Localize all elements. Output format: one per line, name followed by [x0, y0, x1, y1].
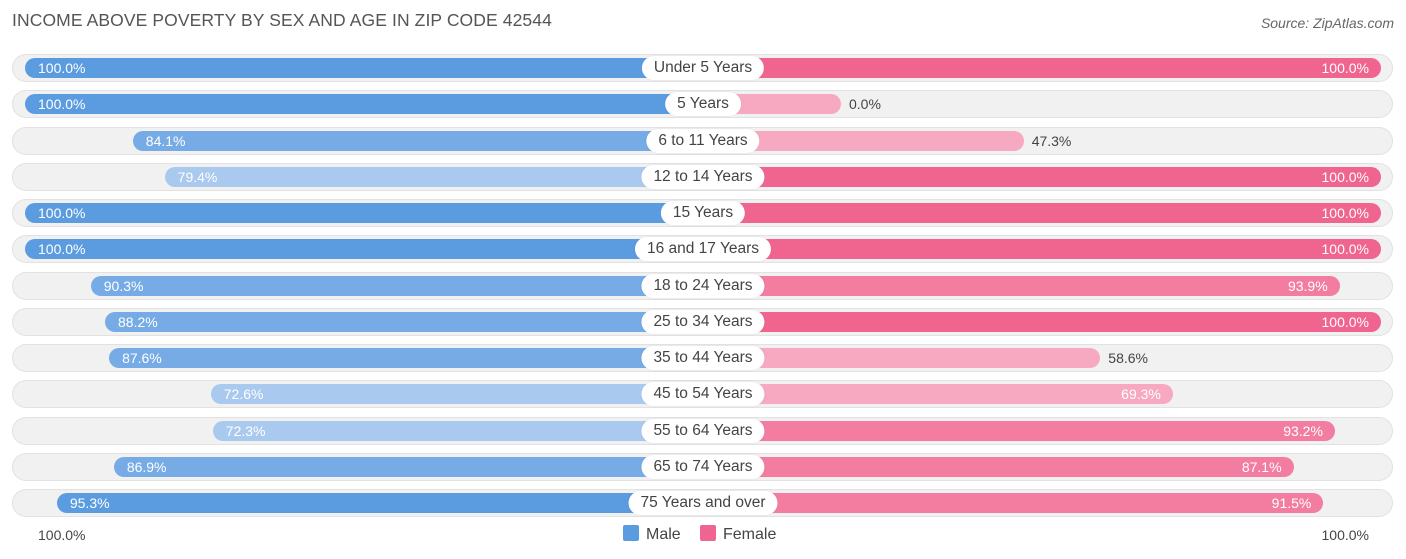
bar-label-female: 47.3%: [1031, 132, 1072, 149]
bar-label-male: 86.9%: [126, 458, 167, 475]
bar-label-male: 87.6%: [122, 350, 162, 366]
bar-label-female: 100.0%: [1321, 205, 1369, 221]
axis-left-label: 100.0%: [38, 527, 86, 543]
chart-title: INCOME ABOVE POVERTY BY SEX AND AGE IN Z…: [12, 10, 552, 30]
category-label: 55 to 64 Years: [641, 418, 765, 443]
bar-male: [113, 456, 703, 477]
bar-female: [703, 130, 1024, 151]
bar-female: [703, 348, 1101, 368]
legend-item-male: Male: [623, 524, 681, 546]
bar-male: [25, 203, 703, 223]
bar-label-female: 91.5%: [1271, 495, 1312, 511]
category-label: 12 to 14 Years: [641, 164, 765, 189]
bar-label-male: 88.2%: [118, 313, 158, 330]
legend-swatch-male: [623, 525, 639, 541]
bar-female: [703, 166, 1381, 187]
legend-item-female: Female: [700, 524, 776, 546]
bar-label-female: 100.0%: [1321, 313, 1369, 330]
bar-label-male: 72.3%: [225, 422, 266, 439]
bar-male: [105, 311, 703, 332]
bar-male: [25, 94, 703, 115]
category-label: 25 to 34 Years: [641, 309, 765, 334]
bar-female: [703, 275, 1340, 296]
axis-right-label: 100.0%: [1321, 527, 1369, 543]
bar-label-male: 72.6%: [223, 386, 264, 403]
bar-label-female: 100.0%: [1321, 168, 1369, 185]
bar-label-female: 93.9%: [1287, 277, 1328, 294]
category-label: 35 to 44 Years: [641, 346, 765, 370]
category-label: Under 5 Years: [641, 56, 765, 80]
category-label: 18 to 24 Years: [641, 273, 765, 298]
bar-female: [703, 203, 1381, 223]
category-label: 6 to 11 Years: [646, 128, 760, 153]
bar-female: [703, 384, 1173, 405]
bar-label-male: 90.3%: [103, 277, 144, 294]
category-label: 15 Years: [660, 201, 746, 225]
bar-label-male: 79.4%: [177, 168, 218, 185]
category-label: 5 Years: [665, 92, 741, 117]
bar-female: [703, 456, 1294, 477]
legend-label-male: Male: [646, 526, 681, 543]
bar-label-male: 100.0%: [38, 60, 86, 76]
bar-label-male: 100.0%: [38, 205, 86, 221]
bar-male: [132, 130, 703, 151]
category-label: 65 to 74 Years: [641, 454, 765, 479]
category-label: 45 to 54 Years: [641, 382, 765, 407]
bar-label-male: 100.0%: [38, 96, 86, 113]
legend-swatch-female: [700, 525, 716, 541]
bar-label-female: 100.0%: [1321, 60, 1369, 76]
bar-label-male: 100.0%: [38, 241, 86, 258]
bar-label-female: 58.6%: [1108, 350, 1148, 366]
bar-label-female: 69.3%: [1121, 386, 1161, 403]
bar-female: [703, 420, 1335, 441]
bar-male: [210, 384, 703, 405]
source-note: Source: ZipAtlas.com: [1260, 15, 1394, 31]
legend: Male Female: [0, 524, 1406, 546]
bar-female: [703, 58, 1381, 78]
bar-male: [164, 166, 703, 187]
bar-label-female: 0.0%: [849, 96, 881, 113]
bar-male: [109, 348, 703, 368]
bar-label-male: 95.3%: [69, 495, 110, 511]
bar-label-female: 87.1%: [1241, 458, 1282, 475]
legend-label-female: Female: [723, 526, 777, 543]
bar-male: [90, 275, 703, 296]
bar-female: [703, 493, 1324, 513]
bar-label-female: 93.2%: [1283, 422, 1323, 439]
category-label: 75 Years and over: [628, 491, 778, 515]
bar-male: [25, 239, 703, 260]
bar-female: [703, 311, 1381, 332]
category-label: 16 and 17 Years: [634, 237, 772, 262]
bar-label-male: 84.1%: [145, 132, 186, 149]
bar-male: [56, 493, 703, 513]
bar-label-female: 100.0%: [1321, 241, 1369, 258]
bar-male: [25, 58, 703, 78]
bar-male: [212, 420, 703, 441]
bar-female: [703, 239, 1381, 260]
